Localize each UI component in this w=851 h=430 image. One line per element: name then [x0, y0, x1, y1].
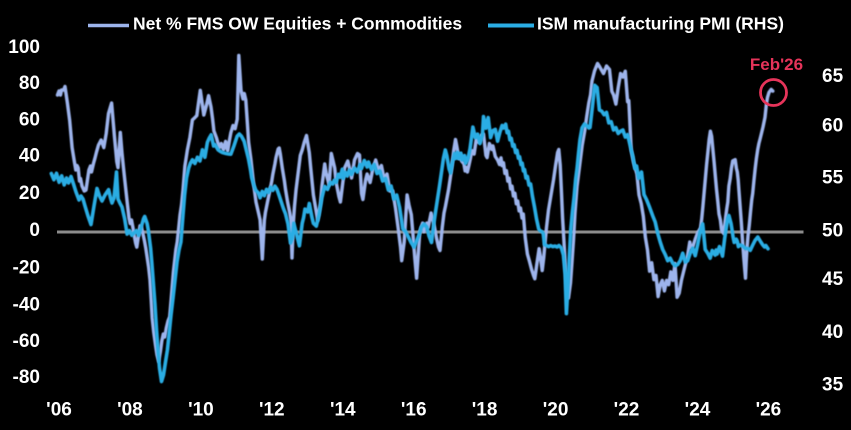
- svg-text:Net % FMS OW Equities + Commod: Net % FMS OW Equities + Commodities: [133, 14, 462, 34]
- svg-text:'24: '24: [685, 399, 711, 420]
- svg-text:40: 40: [822, 322, 843, 343]
- svg-text:-40: -40: [13, 295, 40, 316]
- svg-text:60: 60: [19, 110, 40, 131]
- svg-text:'26: '26: [756, 399, 782, 420]
- svg-text:'14: '14: [330, 399, 356, 420]
- svg-text:'12: '12: [259, 399, 285, 420]
- svg-text:Feb'26: Feb'26: [750, 55, 803, 74]
- svg-text:65: 65: [822, 66, 844, 87]
- svg-text:-80: -80: [13, 367, 40, 388]
- svg-text:ISM manufacturing PMI (RHS): ISM manufacturing PMI (RHS): [537, 14, 784, 34]
- svg-text:80: 80: [19, 73, 40, 94]
- svg-text:20: 20: [19, 183, 40, 204]
- svg-text:60: 60: [822, 115, 843, 136]
- svg-text:-20: -20: [13, 257, 40, 278]
- svg-text:'06: '06: [46, 399, 72, 420]
- svg-text:55: 55: [822, 168, 844, 189]
- svg-text:'18: '18: [472, 399, 498, 420]
- svg-text:-60: -60: [13, 331, 40, 352]
- svg-text:'08: '08: [117, 399, 143, 420]
- svg-text:'16: '16: [401, 399, 427, 420]
- svg-text:'20: '20: [543, 399, 569, 420]
- svg-text:45: 45: [822, 269, 844, 290]
- svg-text:40: 40: [19, 146, 40, 167]
- svg-text:100: 100: [8, 37, 40, 58]
- svg-text:35: 35: [822, 375, 844, 396]
- svg-text:'10: '10: [188, 399, 214, 420]
- svg-text:'22: '22: [614, 399, 640, 420]
- svg-text:0: 0: [29, 220, 40, 241]
- svg-text:50: 50: [822, 221, 843, 242]
